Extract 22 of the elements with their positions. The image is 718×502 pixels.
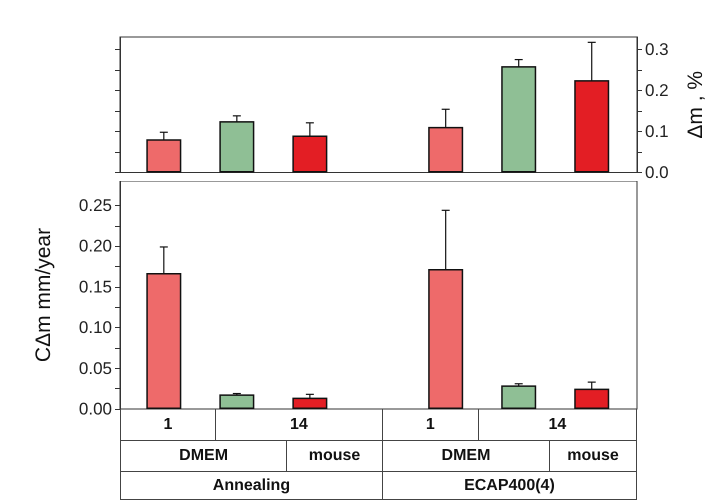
y-tick-label: 0.25 <box>78 196 112 215</box>
y-tick-label: 0.1 <box>645 122 669 141</box>
y-tick-label: 0.00 <box>78 400 112 418</box>
y-tick-label: 0.15 <box>78 277 112 296</box>
y-tick-label: 0.10 <box>78 318 112 338</box>
y-tick-label: 0.3 <box>645 40 669 59</box>
text: mouse <box>287 441 383 472</box>
y-tick-label: 0.0 <box>645 163 669 182</box>
y-tick-label: 0.20 <box>78 236 112 256</box>
y-axis-title: CΔm mm/year <box>32 228 55 362</box>
y-tick-label: 0.2 <box>645 80 669 100</box>
text: ECAP400(4) <box>382 472 637 500</box>
text: 1 <box>120 409 216 441</box>
text: DMEM <box>382 441 550 472</box>
text: Annealing <box>120 472 383 500</box>
text: 1 <box>382 409 479 441</box>
text: mouse <box>550 441 637 472</box>
text: DMEM <box>120 441 288 472</box>
y-tick-label: 0.05 <box>78 358 112 378</box>
text: 14 <box>478 409 637 441</box>
y-axis-title: Δm , % <box>684 70 707 139</box>
text: 14 <box>216 409 383 441</box>
